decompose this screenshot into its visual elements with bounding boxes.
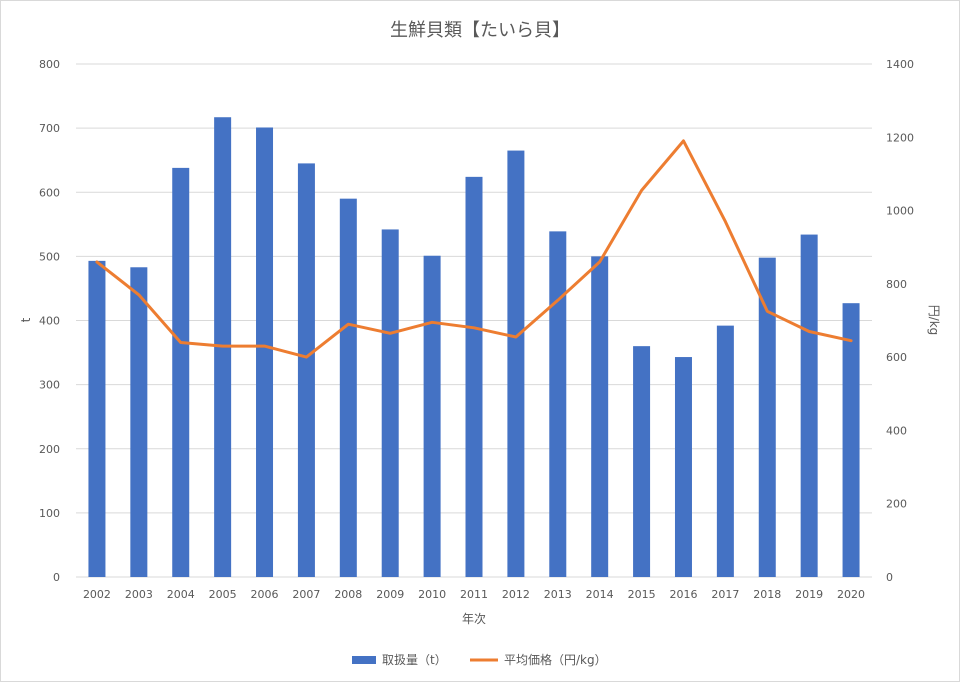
x-axis-ticks: 2002 2003 2004 2005 2006 2007 2008 2009 2010 2011… <box>83 588 865 601</box>
x-tick-label: 2004 <box>167 588 195 601</box>
bar <box>633 346 651 577</box>
bar <box>88 260 106 577</box>
y2-tick-label: 0 <box>886 571 893 584</box>
bar <box>172 167 190 577</box>
y-tick-label: 600 <box>39 186 60 199</box>
bar-series <box>88 117 860 578</box>
x-tick-label: 2011 <box>460 588 488 601</box>
y2-tick-label: 1000 <box>886 205 914 218</box>
x-tick-label: 2012 <box>502 588 530 601</box>
x-tick-label: 2010 <box>418 588 446 601</box>
x-tick-label: 2017 <box>711 588 739 601</box>
y2-tick-label: 200 <box>886 498 907 511</box>
bar <box>842 303 860 577</box>
bar <box>507 150 525 577</box>
right-axis-ticks: 0 200 400 600 800 1000 1200 1400 <box>886 58 914 584</box>
x-tick-label: 2015 <box>628 588 656 601</box>
y2-tick-label: 1200 <box>886 131 914 144</box>
bar <box>256 127 274 577</box>
bar <box>339 198 357 577</box>
x-tick-label: 2009 <box>376 588 404 601</box>
bar <box>465 176 483 578</box>
x-tick-label: 2018 <box>753 588 781 601</box>
bar <box>423 255 441 577</box>
x-tick-label: 2019 <box>795 588 823 601</box>
legend-label-bar: 取扱量（t） <box>382 653 447 667</box>
y-axis-title: t <box>19 317 33 322</box>
x-tick-label: 2005 <box>209 588 237 601</box>
y2-tick-label: 800 <box>886 278 907 291</box>
bar <box>758 257 776 577</box>
y-tick-label: 700 <box>39 122 60 135</box>
bar <box>716 325 734 577</box>
x-tick-label: 2008 <box>334 588 362 601</box>
chart-title: 生鮮貝類【たいら貝】 <box>390 20 570 41</box>
bar <box>591 256 609 577</box>
x-tick-label: 2002 <box>83 588 111 601</box>
bar <box>674 357 692 577</box>
bar <box>297 163 315 578</box>
x-tick-label: 2003 <box>125 588 153 601</box>
y2-axis-title: 円/kg <box>927 305 941 336</box>
y2-tick-label: 1400 <box>886 58 914 71</box>
legend: 取扱量（t） 平均価格（円/kg） <box>352 652 607 667</box>
bar <box>130 267 148 577</box>
y-tick-label: 200 <box>39 443 60 456</box>
y-tick-label: 300 <box>39 379 60 392</box>
x-tick-label: 2016 <box>669 588 697 601</box>
y2-tick-label: 400 <box>886 424 907 437</box>
left-axis-ticks: 0 100 200 300 400 500 600 700 800 <box>39 58 60 584</box>
bar <box>549 231 567 577</box>
bar <box>800 234 818 577</box>
x-tick-label: 2013 <box>544 588 572 601</box>
x-axis-title: 年次 <box>462 612 486 626</box>
y-tick-label: 800 <box>39 58 60 71</box>
x-tick-label: 2020 <box>837 588 865 601</box>
bar <box>381 229 399 577</box>
x-tick-label: 2014 <box>586 588 614 601</box>
x-tick-label: 2007 <box>292 588 320 601</box>
legend-swatch-bar <box>352 656 376 664</box>
y-tick-label: 400 <box>39 315 60 328</box>
x-tick-label: 2006 <box>251 588 279 601</box>
y2-tick-label: 600 <box>886 351 907 364</box>
line-series <box>95 139 853 359</box>
y-tick-label: 100 <box>39 507 60 520</box>
y-tick-label: 0 <box>53 571 60 584</box>
legend-label-line: 平均価格（円/kg） <box>504 652 607 667</box>
y-tick-label: 500 <box>39 250 60 263</box>
